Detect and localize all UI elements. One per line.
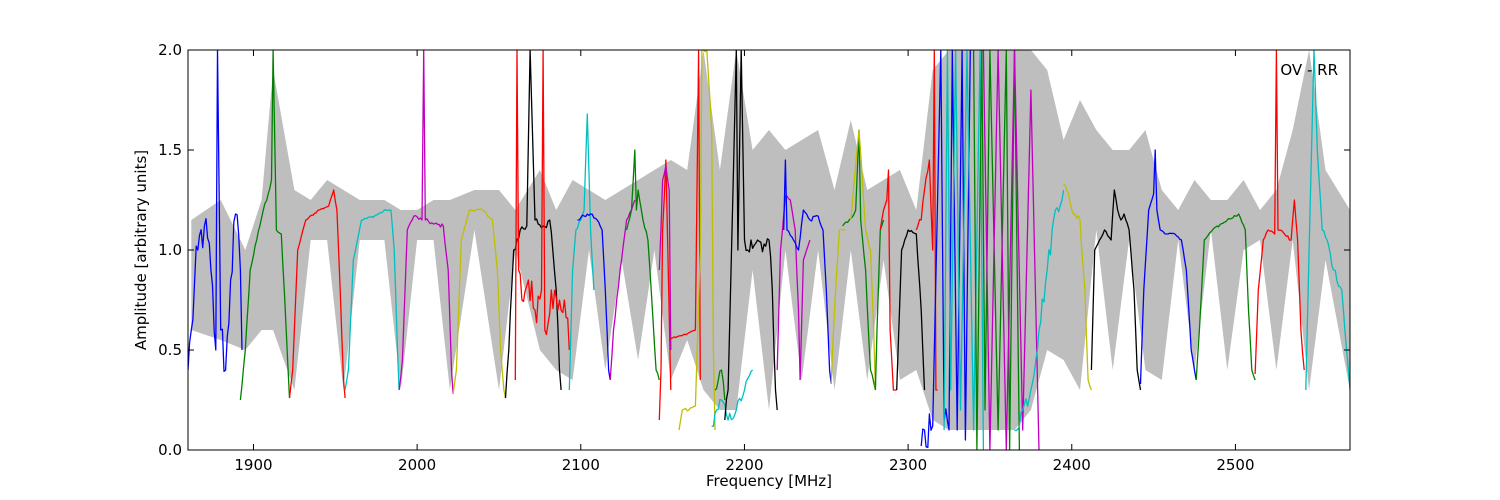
- background-band: [191, 50, 1350, 430]
- series-line-28: [915, 50, 938, 391]
- series-line-27: [896, 229, 926, 391]
- series-line-2: [288, 189, 346, 399]
- series-line-39: [1305, 50, 1350, 391]
- x-tick-label: 2200: [725, 456, 763, 474]
- y-tick-label: 2.0: [158, 41, 182, 59]
- x-tick-label: 2000: [398, 456, 436, 474]
- x-axis-label: Frequency [MHz]: [706, 472, 832, 490]
- x-tick-label: 2400: [1053, 456, 1091, 474]
- x-tick-label: 2500: [1216, 456, 1254, 474]
- series-line-22: [830, 228, 846, 385]
- series-line-8: [568, 113, 595, 391]
- series-line-14: [668, 50, 701, 381]
- series-line-18: [724, 50, 778, 421]
- series-line-7: [514, 50, 570, 381]
- series-line-16: [711, 369, 754, 428]
- series-line-36: [1139, 149, 1197, 385]
- series-line-34: [1063, 183, 1093, 391]
- series-line-24: [850, 129, 877, 391]
- axis-ticks: 1900 2000 2100 2200 2300 2400 2500 0.0 0.5 1.0 1.5…: [158, 41, 1350, 474]
- series-line-33: [1014, 189, 1065, 432]
- series-group: [188, 50, 1350, 450]
- series-line-38: [1254, 50, 1305, 375]
- series-line-29: [920, 50, 971, 449]
- series-line-3: [344, 209, 400, 391]
- series-line-30: [943, 50, 985, 450]
- series-line-0: [188, 50, 243, 373]
- series-line-13: [658, 165, 672, 351]
- series-line-21: [799, 239, 811, 381]
- series-line-26: [879, 169, 897, 391]
- y-axis-label: Amplitude [arbitrary units]: [132, 150, 150, 350]
- series-line-32: [982, 50, 1040, 450]
- series-line-4: [398, 50, 454, 395]
- y-tick-label: 1.5: [158, 141, 182, 159]
- series-line-1: [239, 50, 291, 401]
- background-envelope: [191, 50, 1350, 430]
- series-line-15: [678, 50, 716, 431]
- series-line-6: [504, 50, 562, 399]
- series-line-11: [625, 149, 660, 381]
- x-tick-label: 2100: [562, 456, 600, 474]
- series-line-17: [714, 369, 726, 401]
- x-tick-label: 1900: [234, 456, 272, 474]
- y-tick-label: 0.5: [158, 341, 182, 359]
- series-line-35: [1090, 189, 1142, 391]
- x-tick-label: 2300: [889, 456, 927, 474]
- series-line-9: [577, 213, 611, 381]
- series-line-20: [783, 159, 832, 385]
- y-tick-label: 0.0: [158, 441, 182, 459]
- series-line-5: [452, 208, 507, 399]
- series-line-12: [658, 159, 672, 421]
- series-line-37: [1195, 213, 1256, 381]
- series-line-19: [776, 195, 801, 381]
- y-tick-label: 1.0: [158, 241, 182, 259]
- annotation-label: OV - RR: [1280, 61, 1338, 79]
